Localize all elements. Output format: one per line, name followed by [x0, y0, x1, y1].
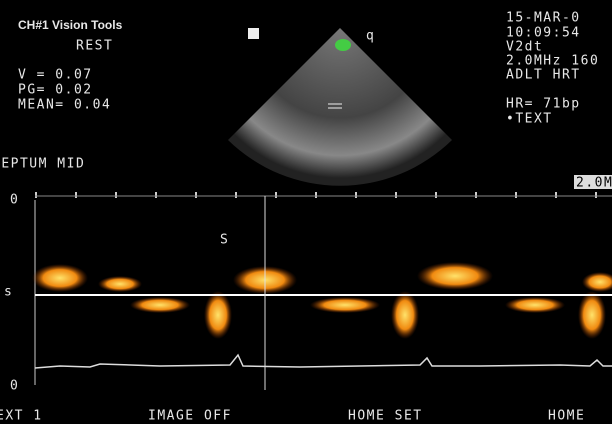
measurement: MEAN= 0.04	[18, 98, 111, 113]
frequency: 2.0MHz 160	[506, 54, 599, 69]
ultrasound-screen: q CH#1 Vision Tools REST V = 0.07 PG= 0.…	[0, 0, 612, 424]
mode: REST	[76, 39, 113, 54]
probe: V2dt	[506, 40, 543, 55]
date: 15-MAR-0	[506, 11, 581, 26]
marker-label: S	[220, 233, 229, 248]
brand: CH#1 Vision Tools	[18, 18, 123, 32]
preset: ADLT HRT	[506, 68, 581, 83]
softkey: HOME SET	[348, 409, 423, 424]
location: SEPTUM MID	[0, 157, 85, 172]
softkey: IMAGE OFF	[148, 409, 232, 424]
measurement: V = 0.07	[18, 68, 93, 83]
baseline-label: s	[4, 285, 13, 300]
heart-rate: HR= 71bp	[506, 97, 581, 112]
sector-mark: q	[366, 29, 375, 44]
softkey: EXT 1	[0, 409, 43, 424]
text-label: •TEXT	[506, 112, 553, 127]
softkey: HOME	[548, 409, 585, 424]
orientation-marker	[248, 28, 259, 39]
color-spot	[335, 39, 351, 51]
measurement: PG= 0.02	[18, 83, 93, 98]
freq-box-label: 2.0M	[576, 176, 612, 191]
scale-label: 0	[10, 193, 19, 208]
scale-label: 0	[10, 379, 19, 394]
time: 10:09:54	[506, 26, 581, 41]
